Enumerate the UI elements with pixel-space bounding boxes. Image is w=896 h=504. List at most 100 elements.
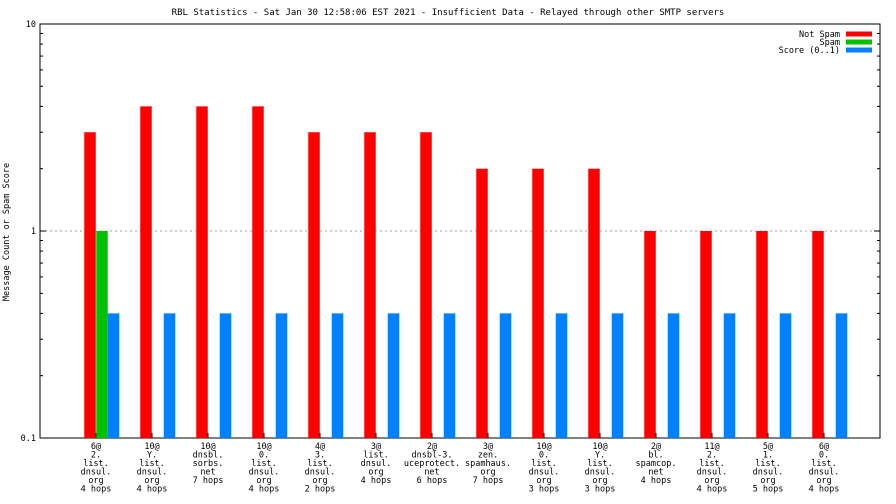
x-category-label-12: 1.: [763, 451, 773, 461]
x-category-label-8: 0.: [539, 451, 549, 461]
x-category-label-6: net: [424, 468, 439, 478]
x-category-label-5: org: [368, 468, 383, 478]
x-category-label-1: org: [144, 476, 159, 486]
x-category-label-10: net: [648, 468, 663, 478]
x-category-label-12: dnsul.: [753, 468, 784, 478]
bar-score-0-1-13: [835, 313, 848, 438]
x-category-label-10: 4 hops: [641, 476, 672, 486]
bar-not-spam-8: [532, 168, 544, 438]
x-category-label-2: sorbs.: [193, 459, 224, 469]
x-category-label-7: 7 hops: [473, 476, 504, 486]
bar-score-0-1-4: [331, 313, 344, 438]
x-category-label-0: list.: [83, 459, 109, 469]
bar-not-spam-13: [812, 231, 824, 438]
bar-score-0-1-0: [107, 313, 120, 438]
bar-score-0-1-3: [275, 313, 288, 438]
bar-score-0-1-6: [443, 313, 456, 438]
x-category-label-9: 10@: [592, 442, 607, 452]
x-category-label-13: org: [816, 476, 831, 486]
x-category-label-0: 6@: [91, 442, 101, 452]
x-category-label-2: net: [200, 468, 215, 478]
bar-score-0-1-12: [779, 313, 792, 438]
legend-swatch-2: [846, 47, 872, 53]
chart-title: RBL Statistics - Sat Jan 30 12:58:06 EST…: [172, 8, 725, 18]
x-category-label-1: 4 hops: [137, 485, 168, 495]
x-category-label-8: list.: [531, 459, 557, 469]
bar-not-spam-9: [588, 168, 600, 438]
x-category-label-13: 4 hops: [809, 485, 840, 495]
x-category-label-11: dnsul.: [697, 468, 728, 478]
bar-score-0-1-7: [499, 313, 512, 438]
x-category-label-2: 10@: [200, 442, 215, 452]
x-category-label-13: list.: [811, 459, 837, 469]
y-axis-label: Message Count or Spam Score: [2, 163, 12, 301]
x-category-label-7: 3@: [483, 442, 493, 452]
x-category-label-8: 10@: [536, 442, 551, 452]
bar-not-spam-6: [420, 132, 432, 438]
x-category-label-12: 5 hops: [753, 485, 784, 495]
bar-spam-0: [96, 231, 108, 438]
x-category-label-5: list.: [363, 451, 389, 461]
x-category-label-0: 2.: [91, 451, 101, 461]
x-category-label-10: 2@: [651, 442, 661, 452]
bar-score-0-1-2: [219, 313, 232, 438]
x-category-label-9: Y.: [595, 451, 605, 461]
x-category-label-4: dnsul.: [305, 468, 336, 478]
x-category-label-2: 7 hops: [193, 476, 224, 486]
bar-score-0-1-5: [387, 313, 400, 438]
bar-not-spam-12: [756, 231, 768, 438]
bar-score-0-1-11: [723, 313, 736, 438]
bar-score-0-1-10: [667, 313, 680, 438]
x-category-label-0: 4 hops: [81, 485, 112, 495]
x-category-label-0: org: [88, 476, 103, 486]
y-tick-label: 10: [26, 20, 36, 30]
x-category-label-5: 4 hops: [361, 476, 392, 486]
bar-not-spam-3: [252, 106, 264, 438]
x-category-label-7: zen.: [478, 451, 498, 461]
x-category-label-12: list.: [755, 459, 781, 469]
bar-score-0-1-8: [555, 313, 568, 438]
bar-not-spam-1: [140, 106, 152, 438]
x-category-label-5: dnsul.: [361, 459, 392, 469]
legend-swatch-0: [846, 31, 872, 37]
x-category-label-4: list.: [307, 459, 333, 469]
x-category-label-4: org: [312, 476, 327, 486]
x-category-label-11: 11@: [704, 442, 719, 452]
bar-not-spam-5: [364, 132, 376, 438]
x-category-label-8: org: [536, 476, 551, 486]
x-category-label-4: 4@: [315, 442, 325, 452]
bar-not-spam-11: [700, 231, 712, 438]
bar-not-spam-4: [308, 132, 320, 438]
x-category-label-6: 6 hops: [417, 476, 448, 486]
x-category-label-0: dnsul.: [81, 468, 112, 478]
x-category-label-2: dnsbl.: [193, 451, 224, 461]
y-tick-label: 0.1: [21, 434, 36, 444]
x-category-label-6: 2@: [427, 442, 437, 452]
x-category-label-3: list.: [251, 459, 277, 469]
x-category-label-13: 0.: [819, 451, 829, 461]
x-category-label-1: 10@: [144, 442, 159, 452]
x-category-label-1: Y.: [147, 451, 157, 461]
x-category-label-6: uceprotect.: [404, 459, 460, 469]
x-category-label-9: list.: [587, 459, 613, 469]
x-category-label-9: org: [592, 476, 607, 486]
x-category-label-6: dnsbl-3.: [412, 451, 453, 461]
x-category-label-3: 10@: [256, 442, 271, 452]
bar-not-spam-10: [644, 231, 656, 438]
x-category-label-12: 5@: [763, 442, 773, 452]
legend-label-0: Not Spam: [799, 30, 840, 40]
bar-not-spam-0: [84, 132, 96, 438]
x-category-label-9: 3 hops: [585, 485, 616, 495]
x-category-label-13: 6@: [819, 442, 829, 452]
x-category-label-11: 4 hops: [697, 485, 728, 495]
x-category-label-11: 2.: [707, 451, 717, 461]
legend-swatch-1: [846, 39, 872, 45]
x-category-label-3: dnsul.: [249, 468, 280, 478]
y-tick-label: 1: [31, 227, 36, 237]
x-category-label-3: 0.: [259, 451, 269, 461]
bar-not-spam-2: [196, 106, 208, 438]
x-category-label-12: org: [760, 476, 775, 486]
